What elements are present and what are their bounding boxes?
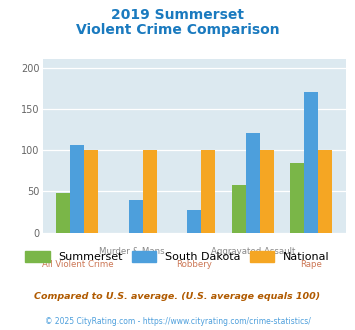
Bar (246, 133, 260, 233)
Bar (70, 145, 84, 233)
Bar (56, 193, 70, 233)
Bar (129, 200, 143, 233)
Text: All Violent Crime: All Violent Crime (42, 260, 113, 269)
Bar (187, 210, 201, 233)
Text: © 2025 CityRating.com - https://www.cityrating.com/crime-statistics/: © 2025 CityRating.com - https://www.city… (45, 317, 310, 326)
Bar (84, 150, 98, 233)
Text: Compared to U.S. average. (U.S. average equals 100): Compared to U.S. average. (U.S. average … (34, 292, 321, 301)
Bar (143, 150, 157, 233)
Bar (232, 185, 246, 233)
Text: Robbery: Robbery (176, 260, 212, 269)
Legend: Summerset, South Dakota, National: Summerset, South Dakota, National (21, 247, 334, 267)
Text: Aggravated Assault: Aggravated Assault (211, 247, 295, 255)
Bar (304, 92, 318, 233)
Text: 2019 Summerset: 2019 Summerset (111, 8, 244, 22)
Text: Violent Crime Comparison: Violent Crime Comparison (76, 23, 279, 37)
Text: Murder & Mans...: Murder & Mans... (99, 247, 173, 255)
Bar (290, 163, 304, 233)
Bar (318, 150, 332, 233)
Bar (260, 150, 274, 233)
Text: Rape: Rape (300, 260, 322, 269)
Bar (201, 150, 215, 233)
